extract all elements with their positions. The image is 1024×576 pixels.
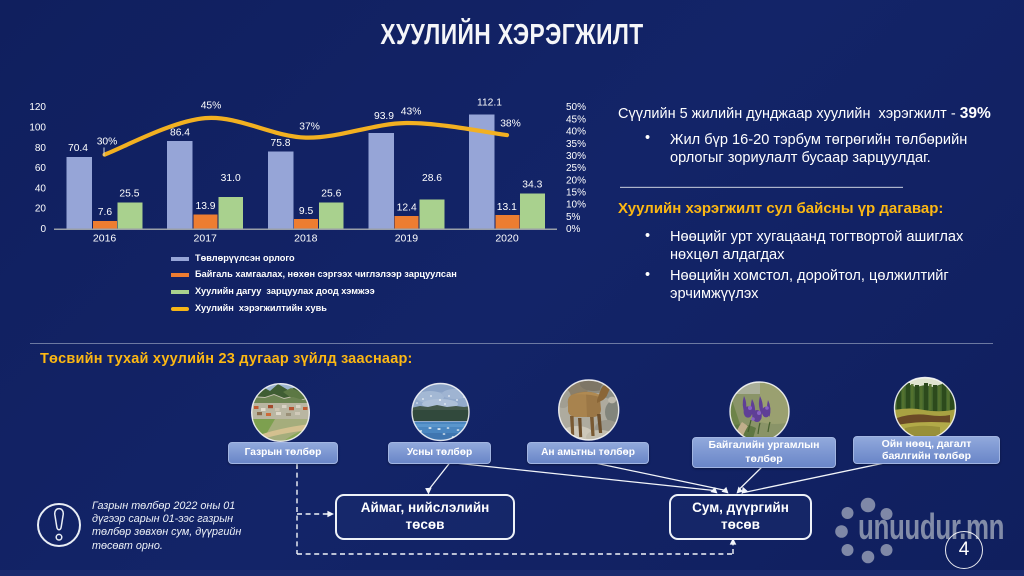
- svg-text:28.6: 28.6: [422, 173, 442, 184]
- svg-text:2020: 2020: [495, 233, 519, 245]
- svg-text:20: 20: [35, 204, 47, 215]
- svg-text:43%: 43%: [401, 107, 422, 118]
- svg-text:37%: 37%: [299, 122, 320, 133]
- svg-text:13.9: 13.9: [195, 201, 215, 212]
- svg-text:25.6: 25.6: [321, 189, 341, 200]
- svg-text:12.4: 12.4: [397, 203, 417, 214]
- svg-text:30%: 30%: [97, 137, 118, 148]
- svg-text:40%: 40%: [566, 127, 586, 138]
- svg-text:0: 0: [40, 224, 46, 235]
- svg-text:30%: 30%: [566, 151, 586, 162]
- svg-text:34.3: 34.3: [522, 180, 542, 191]
- svg-text:70.4: 70.4: [68, 143, 88, 154]
- svg-text:31.0: 31.0: [221, 173, 241, 184]
- svg-text:120: 120: [29, 102, 46, 113]
- svg-text:15%: 15%: [566, 188, 586, 199]
- svg-text:2019: 2019: [395, 233, 419, 245]
- svg-text:7.6: 7.6: [98, 207, 113, 218]
- svg-text:80: 80: [35, 143, 47, 154]
- svg-text:40: 40: [35, 183, 47, 194]
- svg-text:13.1: 13.1: [497, 202, 517, 213]
- svg-text:75.8: 75.8: [270, 138, 290, 149]
- svg-text:45%: 45%: [201, 101, 222, 112]
- svg-text:60: 60: [35, 163, 47, 174]
- svg-text:25.5: 25.5: [119, 189, 139, 200]
- svg-text:0%: 0%: [566, 224, 581, 235]
- svg-text:2018: 2018: [294, 233, 318, 245]
- svg-text:45%: 45%: [566, 114, 586, 125]
- svg-text:25%: 25%: [566, 163, 586, 174]
- svg-text:100: 100: [29, 123, 46, 134]
- svg-text:2016: 2016: [93, 233, 117, 245]
- svg-text:9.5: 9.5: [299, 206, 314, 217]
- svg-text:20%: 20%: [566, 175, 586, 186]
- svg-text:35%: 35%: [566, 139, 586, 150]
- svg-text:50%: 50%: [566, 102, 586, 113]
- svg-text:2017: 2017: [194, 233, 218, 245]
- svg-text:112.1: 112.1: [477, 98, 502, 109]
- svg-text:38%: 38%: [500, 119, 521, 130]
- svg-text:86.4: 86.4: [170, 128, 190, 139]
- svg-text:5%: 5%: [566, 212, 581, 223]
- svg-text:93.9: 93.9: [374, 111, 394, 122]
- svg-text:10%: 10%: [566, 200, 586, 211]
